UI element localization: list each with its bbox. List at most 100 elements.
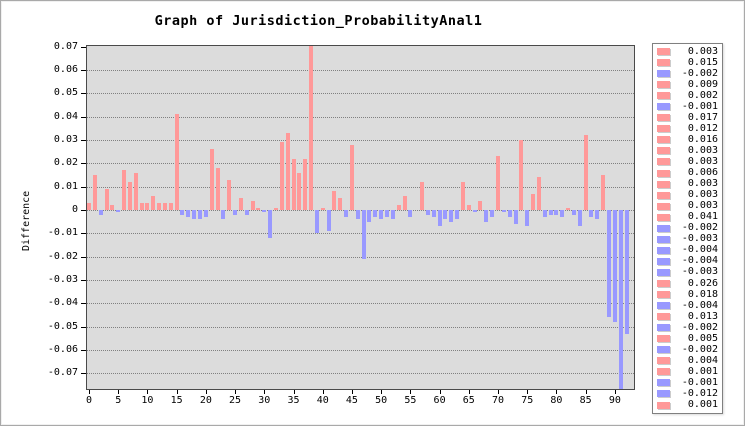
bar[interactable] [145,203,150,210]
bar[interactable] [92,175,97,210]
bar[interactable] [484,210,489,222]
bar[interactable] [607,210,612,317]
bar[interactable] [373,210,378,217]
bar[interactable] [431,210,436,217]
bar[interactable] [116,210,121,212]
bar[interactable] [344,210,349,217]
bar[interactable] [513,210,518,224]
bar[interactable] [490,210,495,217]
bar[interactable] [139,203,144,210]
legend-row[interactable]: 0.001 [653,366,722,377]
bar[interactable] [233,210,238,215]
legend-row[interactable]: 0.015 [653,57,722,68]
bar[interactable] [560,210,565,217]
legend-row[interactable]: 0.013 [653,311,722,322]
bar[interactable] [157,203,162,210]
legend-row[interactable]: 0.001 [653,400,722,410]
bar[interactable] [396,205,401,210]
bar[interactable] [367,210,372,222]
bar[interactable] [297,173,302,210]
legend-row[interactable]: 0.003 [653,201,722,211]
bar[interactable] [326,210,331,231]
bar[interactable] [612,210,617,322]
bar[interactable] [262,210,267,212]
bar[interactable] [203,210,208,217]
bar[interactable] [624,210,629,334]
bar[interactable] [133,173,138,210]
bar[interactable] [209,149,214,210]
legend-row[interactable]: 0.006 [653,168,722,178]
legend-row[interactable]: -0.004 [653,256,722,266]
legend-row[interactable]: 0.009 [653,79,722,90]
bar[interactable] [519,140,524,210]
legend-row[interactable]: 0.026 [653,278,722,289]
bar[interactable] [162,203,167,210]
legend-row[interactable]: -0.003 [653,234,722,244]
bar[interactable] [425,210,430,215]
bar[interactable] [303,159,308,210]
bar[interactable] [390,210,395,219]
bar[interactable] [548,210,553,215]
bar[interactable] [384,210,389,217]
bar[interactable] [402,196,407,210]
legend-row[interactable]: 0.041 [653,212,722,222]
legend-row[interactable]: 0.003 [653,156,722,167]
bar[interactable] [408,210,413,217]
bar[interactable] [215,168,220,210]
bar[interactable] [273,208,278,210]
bar[interactable] [180,210,185,215]
bar[interactable] [285,133,290,210]
bar[interactable] [291,159,296,210]
legend-row[interactable]: -0.001 [653,101,722,112]
bar[interactable] [542,210,547,217]
legend-row[interactable]: -0.004 [653,300,722,311]
bar[interactable] [122,170,127,210]
bar[interactable] [571,210,576,215]
legend-row[interactable]: 0.017 [653,112,722,123]
legend-row[interactable]: -0.001 [653,377,722,388]
bar[interactable] [618,210,623,389]
legend-row[interactable]: 0.003 [653,179,722,189]
bar[interactable] [595,210,600,219]
legend-row[interactable]: -0.002 [653,68,722,79]
legend-row[interactable]: -0.004 [653,245,722,255]
bar[interactable] [186,210,191,217]
legend-row[interactable]: 0.012 [653,123,722,134]
bar[interactable] [379,210,384,219]
bar[interactable] [443,210,448,219]
bar[interactable] [449,210,454,222]
legend-row[interactable]: -0.002 [653,223,722,233]
bar[interactable] [98,210,103,215]
bar[interactable] [309,46,314,210]
bar[interactable] [332,191,337,210]
bar[interactable] [566,208,571,210]
bar[interactable] [87,203,91,210]
legend-row[interactable]: 0.016 [653,134,722,145]
bar[interactable] [238,198,243,210]
bar[interactable] [501,210,506,212]
legend-row[interactable]: -0.012 [653,388,722,399]
bar[interactable] [250,201,255,210]
bar[interactable] [496,156,500,210]
bar[interactable] [472,210,477,212]
bar[interactable] [221,210,226,219]
bar[interactable] [554,210,559,215]
legend-row[interactable]: -0.002 [653,322,722,333]
bar[interactable] [349,145,354,210]
bar[interactable] [279,142,284,210]
bar[interactable] [507,210,512,217]
legend-row[interactable]: 0.005 [653,333,722,344]
bar[interactable] [198,210,203,219]
bar[interactable] [536,177,541,210]
bar[interactable] [466,205,471,210]
bar[interactable] [104,189,109,210]
bar[interactable] [361,210,366,259]
bar[interactable] [127,182,132,210]
bar[interactable] [420,182,425,210]
bar[interactable] [589,210,594,217]
legend-row[interactable]: 0.002 [653,90,722,101]
bar[interactable] [256,208,261,210]
bar[interactable] [268,210,273,238]
legend-row[interactable]: 0.004 [653,355,722,366]
legend-row[interactable]: 0.003 [653,190,722,200]
